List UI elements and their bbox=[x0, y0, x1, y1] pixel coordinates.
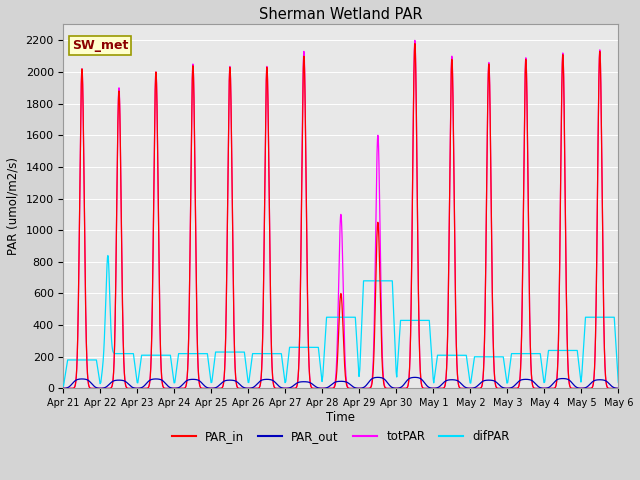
PAR_out bbox=[193, 377, 200, 383]
totPAR bbox=[181, 385, 189, 391]
PAR_in bbox=[181, 385, 189, 391]
PAR_out bbox=[411, 374, 419, 380]
PAR_in bbox=[120, 361, 128, 367]
difPAR bbox=[120, 351, 128, 357]
PAR_in bbox=[60, 385, 67, 391]
Text: SW_met: SW_met bbox=[72, 39, 128, 52]
PAR_out bbox=[60, 385, 67, 391]
difPAR bbox=[60, 383, 67, 389]
Line: PAR_out: PAR_out bbox=[63, 377, 618, 388]
difPAR bbox=[353, 341, 361, 347]
Line: totPAR: totPAR bbox=[63, 40, 618, 388]
Title: Sherman Wetland PAR: Sherman Wetland PAR bbox=[259, 7, 422, 22]
PAR_out bbox=[77, 376, 85, 382]
PAR_out bbox=[614, 385, 622, 391]
PAR_out bbox=[541, 385, 548, 391]
difPAR bbox=[193, 351, 200, 357]
totPAR bbox=[541, 385, 548, 391]
totPAR bbox=[193, 307, 200, 313]
PAR_out bbox=[120, 378, 128, 384]
PAR_in bbox=[411, 41, 419, 47]
PAR_out bbox=[353, 385, 361, 391]
PAR_in bbox=[541, 385, 548, 391]
PAR_in bbox=[355, 385, 363, 391]
difPAR bbox=[181, 351, 189, 357]
Line: PAR_in: PAR_in bbox=[63, 44, 618, 388]
PAR_in bbox=[77, 87, 85, 93]
totPAR bbox=[77, 87, 85, 93]
Line: difPAR: difPAR bbox=[63, 255, 618, 386]
Legend: PAR_in, PAR_out, totPAR, difPAR: PAR_in, PAR_out, totPAR, difPAR bbox=[167, 426, 515, 448]
totPAR bbox=[120, 361, 128, 367]
PAR_in bbox=[193, 308, 200, 313]
PAR_in bbox=[353, 385, 361, 391]
totPAR bbox=[353, 385, 361, 391]
totPAR bbox=[614, 385, 622, 391]
difPAR bbox=[614, 380, 622, 385]
Y-axis label: PAR (umol/m2/s): PAR (umol/m2/s) bbox=[7, 157, 20, 255]
totPAR bbox=[411, 37, 419, 43]
X-axis label: Time: Time bbox=[326, 411, 355, 424]
totPAR bbox=[60, 385, 67, 391]
PAR_out bbox=[181, 379, 189, 385]
difPAR bbox=[104, 252, 112, 258]
difPAR bbox=[77, 357, 85, 363]
PAR_in bbox=[614, 385, 622, 391]
difPAR bbox=[541, 379, 548, 385]
